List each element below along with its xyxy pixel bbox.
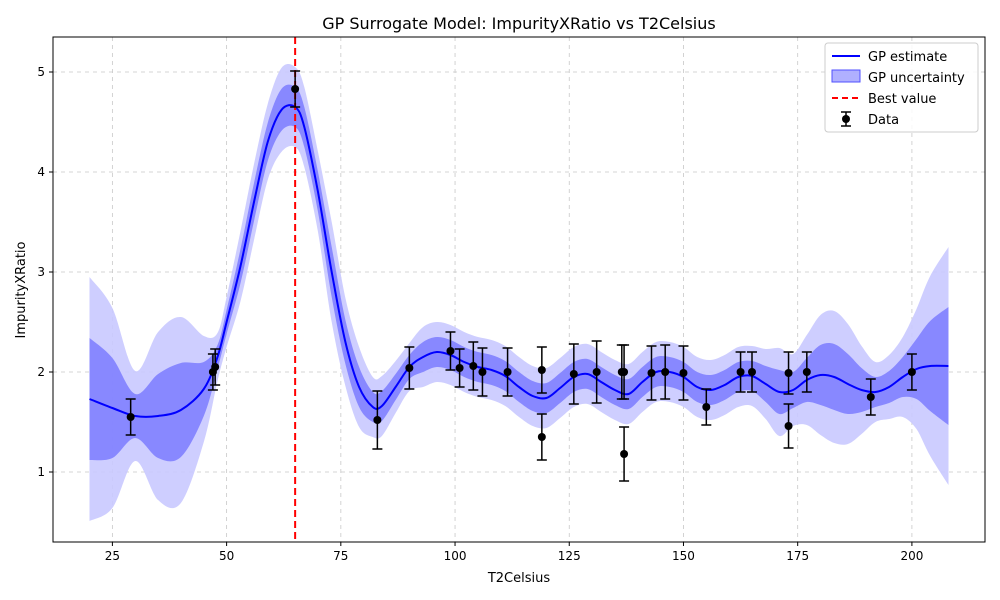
data-point: [210, 348, 221, 386]
data-point: [865, 378, 876, 416]
data-marker: [907, 368, 916, 376]
data-point: [783, 403, 794, 449]
data-marker: [784, 369, 793, 377]
data-marker: [373, 416, 382, 424]
data-marker: [802, 368, 811, 376]
chart-title: GP Surrogate Model: ImpurityXRatio vs T2…: [322, 14, 715, 33]
data-point: [660, 344, 671, 400]
data-point: [372, 390, 383, 450]
legend-uncertainty-label: GP uncertainty: [868, 71, 965, 86]
legend-data-label: Data: [868, 113, 899, 128]
x-tick-label: 50: [219, 549, 234, 563]
y-tick-label: 1: [37, 465, 45, 479]
data-point: [404, 346, 415, 390]
y-tick-label: 4: [37, 165, 45, 179]
data-point: [591, 340, 602, 404]
data-point: [502, 347, 513, 397]
data-point: [619, 426, 630, 482]
uncertainty-band-inner: [89, 84, 949, 462]
data-marker: [446, 347, 455, 355]
data-marker: [405, 364, 414, 372]
data-marker: [620, 450, 629, 458]
data-marker: [455, 364, 464, 372]
x-tick-label: 125: [558, 549, 581, 563]
x-tick-label: 25: [105, 549, 120, 563]
data-marker: [661, 368, 670, 376]
data-point: [290, 70, 301, 108]
data-point: [536, 346, 547, 394]
data-point: [619, 344, 630, 400]
data-point: [678, 345, 689, 401]
x-axis-label: T2Celsius: [487, 571, 551, 586]
uncertainty-band-outer: [89, 63, 949, 522]
data-marker: [866, 393, 875, 401]
x-tick-label: 100: [444, 549, 467, 563]
data-point: [735, 351, 746, 393]
data-marker: [291, 85, 300, 93]
data-point: [536, 413, 547, 461]
data-point: [783, 351, 794, 395]
data-point: [701, 388, 712, 426]
data-point: [801, 351, 812, 393]
data-marker: [537, 366, 546, 374]
data-marker: [478, 368, 487, 376]
legend-data-marker: [842, 115, 850, 123]
data-marker: [126, 413, 135, 421]
data-point: [454, 348, 465, 388]
data-point: [906, 353, 917, 391]
data-marker: [592, 368, 601, 376]
legend-uncertainty-swatch: [831, 69, 861, 83]
axes: 25 50 75 100 125 150 175 200 1 2 3 4 5: [37, 65, 923, 563]
data-marker: [702, 403, 711, 411]
data-points: [125, 70, 917, 482]
data-marker: [784, 422, 793, 430]
legend: GP estimate GP uncertainty Best value Da…: [824, 42, 979, 133]
legend-box: [824, 42, 979, 133]
plot-frame: [52, 36, 986, 543]
data-point: [207, 353, 218, 391]
data-marker: [620, 368, 629, 376]
y-tick-label: 5: [37, 65, 45, 79]
data-marker: [679, 369, 688, 377]
data-point: [445, 331, 456, 371]
x-tick-label: 175: [786, 549, 809, 563]
data-marker: [503, 368, 512, 376]
data-marker: [537, 433, 546, 441]
y-tick-label: 3: [37, 265, 45, 279]
x-tick-label: 75: [333, 549, 348, 563]
data-point: [747, 351, 757, 393]
data-point: [468, 341, 479, 391]
x-tick-label: 200: [900, 549, 923, 563]
data-point: [477, 347, 488, 397]
data-marker: [736, 368, 745, 376]
data-marker: [211, 363, 220, 371]
data-marker: [647, 369, 656, 377]
y-axis-label: ImpurityXRatio: [14, 241, 29, 338]
legend-best-label: Best value: [868, 92, 936, 107]
data-marker: [569, 370, 578, 378]
data-marker: [748, 368, 756, 376]
data-point: [568, 343, 579, 405]
data-marker: [469, 362, 478, 370]
legend-gp-label: GP estimate: [868, 50, 947, 65]
data-point: [646, 345, 657, 401]
y-tick-label: 2: [37, 365, 45, 379]
x-tick-label: 150: [672, 549, 695, 563]
uncertainty-bands: [89, 63, 949, 522]
data-point: [125, 398, 136, 436]
